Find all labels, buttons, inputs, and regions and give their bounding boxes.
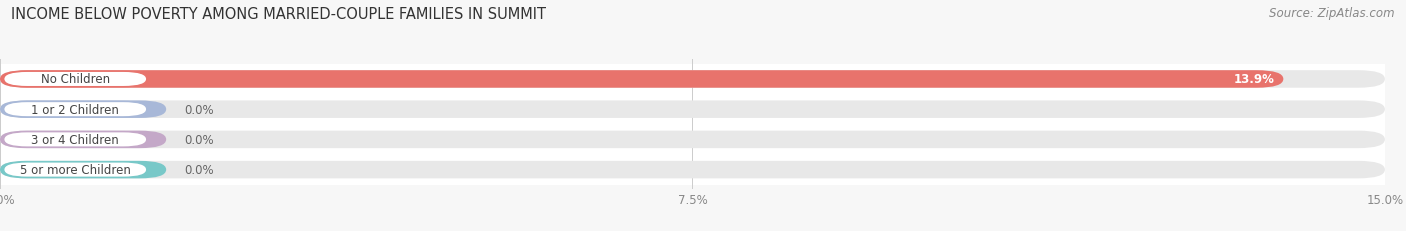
- FancyBboxPatch shape: [0, 125, 1385, 155]
- FancyBboxPatch shape: [4, 132, 146, 147]
- Text: 3 or 4 Children: 3 or 4 Children: [31, 133, 120, 146]
- FancyBboxPatch shape: [4, 162, 146, 178]
- Text: 1 or 2 Children: 1 or 2 Children: [31, 103, 120, 116]
- Text: 5 or more Children: 5 or more Children: [20, 163, 131, 176]
- FancyBboxPatch shape: [0, 131, 1385, 149]
- FancyBboxPatch shape: [0, 101, 166, 119]
- FancyBboxPatch shape: [4, 72, 146, 87]
- FancyBboxPatch shape: [0, 155, 1385, 185]
- FancyBboxPatch shape: [0, 101, 1385, 119]
- FancyBboxPatch shape: [0, 65, 1385, 95]
- FancyBboxPatch shape: [0, 131, 166, 149]
- FancyBboxPatch shape: [0, 71, 1385, 88]
- FancyBboxPatch shape: [4, 102, 146, 117]
- FancyBboxPatch shape: [0, 161, 166, 179]
- Text: Source: ZipAtlas.com: Source: ZipAtlas.com: [1270, 7, 1395, 20]
- FancyBboxPatch shape: [0, 161, 1385, 179]
- FancyBboxPatch shape: [0, 95, 1385, 125]
- Text: INCOME BELOW POVERTY AMONG MARRIED-COUPLE FAMILIES IN SUMMIT: INCOME BELOW POVERTY AMONG MARRIED-COUPL…: [11, 7, 547, 22]
- Text: No Children: No Children: [41, 73, 110, 86]
- Text: 0.0%: 0.0%: [184, 133, 214, 146]
- Text: 0.0%: 0.0%: [184, 103, 214, 116]
- FancyBboxPatch shape: [0, 71, 1284, 88]
- Text: 13.9%: 13.9%: [1233, 73, 1274, 86]
- Text: 0.0%: 0.0%: [184, 163, 214, 176]
